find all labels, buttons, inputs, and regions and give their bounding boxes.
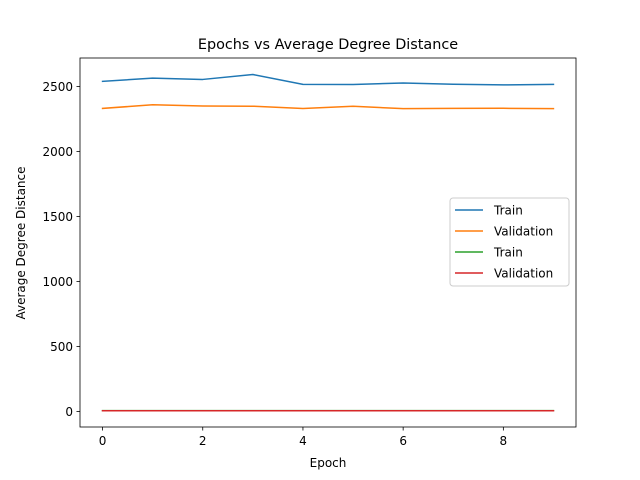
legend: Train Validation Train Validation [449, 197, 570, 287]
ticks-layer: 0 2 4 6 8 0 500 1000 1500 2000 2500 [42, 80, 507, 448]
y-tick-label: 500 [50, 340, 73, 354]
y-tick-label: 0 [65, 405, 73, 419]
legend-label-4: Validation [494, 267, 553, 281]
y-tick-label: 1500 [42, 210, 73, 224]
series-line-2 [101, 104, 555, 110]
y-tick-label: 2500 [42, 80, 73, 94]
x-tick-label: 0 [99, 434, 107, 448]
series-line-1 [101, 73, 555, 86]
series-layer [101, 73, 555, 412]
legend-label-2: Validation [494, 225, 553, 239]
legend-box [449, 197, 570, 287]
y-tick-label: 1000 [42, 275, 73, 289]
x-tick-label: 8 [500, 434, 508, 448]
y-axis-label: Average Degree Distance [14, 166, 28, 319]
x-tick-label: 2 [199, 434, 207, 448]
x-axis-label: Epoch [310, 456, 347, 470]
plot-frame [79, 57, 577, 428]
chart-title: Epochs vs Average Degree Distance [198, 37, 458, 53]
y-tick-label: 2000 [42, 145, 73, 159]
x-tick-label: 6 [399, 434, 407, 448]
x-tick-label: 4 [299, 434, 307, 448]
legend-label-3: Train [493, 246, 523, 260]
axes-layer [79, 57, 577, 428]
legend-label-1: Train [493, 204, 523, 218]
